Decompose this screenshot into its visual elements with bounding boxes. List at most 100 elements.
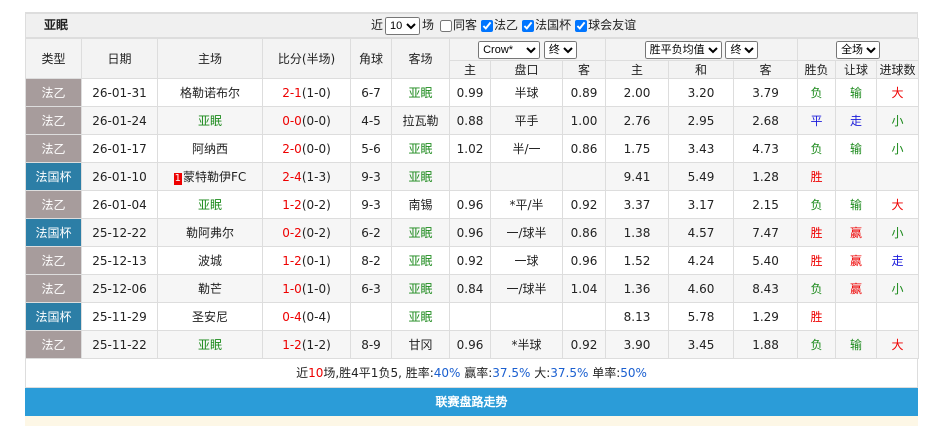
odds: 0.92 (561, 330, 607, 359)
odds (449, 302, 491, 331)
odds-header: Crow* 终 (448, 38, 607, 61)
full-score: 2-0 (282, 141, 302, 156)
league: 法乙 (25, 274, 82, 303)
section-bar: 联赛盘路走势 (25, 388, 918, 416)
label: 近 (371, 18, 384, 32)
odds: 0.96 (561, 246, 607, 275)
red-card: 1 (173, 173, 183, 185)
result: 输 (835, 190, 878, 219)
odds: 4.57 (668, 218, 735, 247)
odds: 8.13 (605, 302, 670, 331)
odds: 2.68 (733, 106, 799, 135)
filter-checkbox[interactable] (440, 19, 453, 32)
result: 赢 (835, 218, 878, 247)
stage-select[interactable]: 终 (543, 40, 577, 59)
summary-part: 大: (530, 366, 551, 380)
match-row: 法国杯 25-11-29 圣安尼 0-4(0-4) 亚眠 8.13 5.78 1.29 胜 (25, 302, 920, 331)
away-team: 亚眠 (391, 134, 450, 163)
odds: 3.20 (668, 78, 735, 107)
top-strip (25, 0, 918, 13)
company-select[interactable]: Crow* (478, 40, 541, 59)
filter-checkbox[interactable] (481, 19, 494, 32)
odds: 0.86 (561, 218, 607, 247)
full-score: 1-2 (282, 197, 302, 212)
odds: 3.45 (668, 330, 735, 359)
full-score: 1-2 (282, 253, 302, 268)
period-select[interactable]: 全场 (836, 40, 881, 59)
away-team: 拉瓦勒 (391, 106, 450, 135)
date: 26-01-10 (81, 162, 158, 191)
odds: 8.43 (733, 274, 799, 303)
col-header: 让球 (835, 60, 878, 79)
result: 赢 (835, 246, 878, 275)
odds: 0.84 (449, 274, 491, 303)
odds: 5.78 (668, 302, 735, 331)
stage-select[interactable]: 终 (725, 40, 759, 59)
avg-select[interactable]: 胜平负均值 (644, 40, 722, 59)
corners: 8-2 (350, 246, 392, 275)
col-header: 角球 (350, 38, 392, 79)
col-header: 客场 (391, 38, 450, 79)
full-score: 0-4 (282, 309, 302, 324)
date: 26-01-31 (81, 78, 158, 107)
away-team: 亚眠 (391, 274, 450, 303)
recent-select[interactable]: 10 (385, 16, 421, 35)
odds: *半球 (490, 330, 563, 359)
col-header: 客 (561, 60, 607, 79)
score: 2-0(0-0) (262, 134, 351, 163)
odds: 1.00 (561, 106, 607, 135)
corners: 8-9 (350, 330, 392, 359)
odds: 半/一 (490, 134, 563, 163)
odds: 0.96 (449, 330, 491, 359)
corners: 9-3 (350, 162, 392, 191)
odds: 一/球半 (490, 274, 563, 303)
odds: 2.15 (733, 190, 799, 219)
summary-part: 37.5% (550, 366, 589, 380)
odds: 一球 (490, 246, 563, 275)
result: 胜 (797, 218, 837, 247)
corners: 6-3 (350, 274, 392, 303)
date: 26-01-24 (81, 106, 158, 135)
half-score: (0-0) (301, 113, 331, 128)
summary-part: 赢率: (460, 366, 493, 380)
summary-part: 37.5% (492, 366, 531, 380)
odds: 0.99 (449, 78, 491, 107)
toolbar: 亚眠 近 10 场 同客 法乙 法国杯 球会友谊 (25, 13, 918, 38)
result: 走 (835, 106, 878, 135)
home-team: 阿纳西 (157, 134, 263, 163)
date: 26-01-17 (81, 134, 158, 163)
date: 25-12-06 (81, 274, 158, 303)
half-score: (0-4) (301, 309, 331, 324)
match-row: 法乙 26-01-31 格勒诺布尔 2-1(1-0) 6-7 亚眠 0.99 半球 0.89 2.… (25, 78, 920, 107)
odds: 4.73 (733, 134, 799, 163)
filter-label: 法乙 (494, 18, 519, 32)
half-score: (1-0) (301, 281, 331, 296)
league: 法乙 (25, 190, 82, 219)
odds: 4.24 (668, 246, 735, 275)
result: 负 (797, 190, 837, 219)
result: 胜 (797, 162, 837, 191)
col-header: 主 (449, 60, 491, 79)
odds: 1.36 (605, 274, 670, 303)
odds: 0.89 (561, 78, 607, 107)
result: 负 (797, 134, 837, 163)
col-header: 日期 (81, 38, 158, 79)
avg-header: 胜平负均值 终 (605, 38, 799, 61)
corners: 6-7 (350, 78, 392, 107)
score: 1-2(0-2) (262, 190, 351, 219)
odds: 0.86 (561, 134, 607, 163)
match-row: 法国杯 25-12-22 勒阿弗尔 0-2(0-2) 6-2 亚眠 0.96 一/球半 0.86… (25, 218, 920, 247)
filter-label: 球会友谊 (588, 18, 637, 32)
home-team: 亚眠 (157, 190, 263, 219)
label: 场 (422, 18, 435, 32)
odds: 0.96 (449, 190, 491, 219)
odds: 1.28 (733, 162, 799, 191)
filter-checkbox[interactable] (575, 19, 588, 32)
odds: 1.29 (733, 302, 799, 331)
result: 走 (876, 246, 920, 275)
date: 26-01-04 (81, 190, 158, 219)
result: 大 (876, 78, 920, 107)
corners: 6-2 (350, 218, 392, 247)
filter-checkbox[interactable] (522, 19, 535, 32)
result (876, 302, 920, 331)
